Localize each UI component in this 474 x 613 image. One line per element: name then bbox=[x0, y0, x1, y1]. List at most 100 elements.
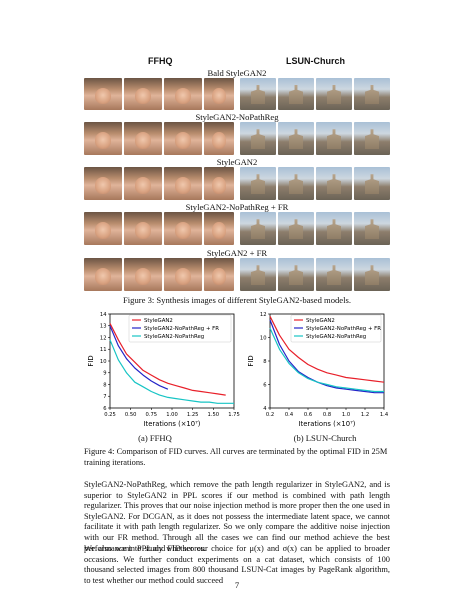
y-tick-label: 12 bbox=[100, 335, 107, 341]
legend-label: StyleGAN2-NoPathReg + FR bbox=[144, 326, 219, 332]
x-tick-label: 1.00 bbox=[166, 412, 178, 418]
face-image bbox=[204, 258, 234, 291]
y-tick-label: 9 bbox=[103, 371, 106, 377]
row-label-stylegan2-nopathreg: StyleGAN2-NoPathReg bbox=[195, 112, 279, 122]
x-tick-label: 0.25 bbox=[104, 412, 116, 418]
x-tick-label: 0.75 bbox=[146, 412, 158, 418]
y-axis-label: FID bbox=[247, 355, 255, 366]
church-image bbox=[278, 212, 314, 245]
face-image bbox=[84, 122, 122, 155]
church-image bbox=[240, 258, 276, 291]
face-image bbox=[84, 212, 122, 245]
face-image bbox=[204, 78, 234, 110]
series-line bbox=[269, 327, 384, 393]
row-label-bald-stylegan2: Bald StyleGAN2 bbox=[207, 68, 267, 78]
church-image bbox=[240, 212, 276, 245]
y-tick-label: 4 bbox=[263, 406, 267, 412]
y-tick-label: 13 bbox=[100, 324, 107, 330]
fid-chart-lsun-church: 0.2 0.4 0.6 0.8 1.0 1.2 1.4 4 6 8 10 12 Iterations (… bbox=[247, 312, 389, 428]
figure4-caption: Figure 4: Comparison of FID curves. All … bbox=[84, 447, 388, 467]
face-image bbox=[164, 78, 202, 110]
y-tick-label: 6 bbox=[103, 406, 106, 412]
y-tick-label: 8 bbox=[103, 382, 106, 388]
legend-label: StyleGAN2-NoPathReg bbox=[144, 334, 204, 340]
face-image bbox=[164, 212, 202, 245]
row-label-stylegan2-fr: StyleGAN2 + FR bbox=[206, 248, 268, 258]
legend-label: StyleGAN2-NoPathReg + FR bbox=[306, 326, 381, 332]
y-tick-label: 7 bbox=[103, 394, 106, 400]
x-tick-label: 1.2 bbox=[361, 412, 369, 418]
y-axis-label: FID bbox=[87, 355, 95, 366]
x-tick-label: 1.75 bbox=[228, 412, 240, 418]
face-image bbox=[164, 167, 202, 200]
church-image bbox=[354, 122, 390, 155]
church-image bbox=[316, 212, 352, 245]
face-image bbox=[204, 122, 234, 155]
church-image bbox=[240, 167, 276, 200]
church-image bbox=[316, 167, 352, 200]
y-tick-label: 10 bbox=[100, 359, 107, 365]
x-tick-label: 0.50 bbox=[125, 412, 137, 418]
face-image bbox=[124, 78, 162, 110]
series-line bbox=[109, 339, 234, 404]
figure3-caption: Figure 3: Synthesis images of different … bbox=[122, 295, 352, 305]
face-image bbox=[164, 122, 202, 155]
legend-box bbox=[290, 314, 382, 343]
legend-box bbox=[128, 314, 232, 343]
fid-chart-ffhq: 0.25 0.50 0.75 1.00 1.25 1.50 1.75 6 7 8 9 10 11 12 13… bbox=[87, 312, 240, 428]
y-tick-label: 10 bbox=[260, 335, 267, 341]
face-image bbox=[84, 78, 122, 110]
series-line bbox=[269, 316, 385, 383]
church-image bbox=[278, 258, 314, 291]
face-image bbox=[164, 258, 202, 291]
church-image bbox=[316, 258, 352, 291]
x-tick-label: 1.4 bbox=[380, 412, 389, 418]
column-header-ffhq: FFHQ bbox=[148, 56, 173, 66]
chart-caption-lsun: (b) LSUN-Church bbox=[293, 433, 357, 443]
face-image bbox=[204, 167, 234, 200]
church-image bbox=[354, 258, 390, 291]
x-axis-label: Iterations (×10⁷) bbox=[299, 420, 356, 428]
x-tick-label: 1.25 bbox=[187, 412, 199, 418]
x-tick-label: 0.8 bbox=[323, 412, 331, 418]
x-axis-label: Iterations (×10⁷) bbox=[144, 420, 201, 428]
y-tick-label: 14 bbox=[100, 312, 107, 318]
paragraph: We also want to study whether our choice… bbox=[84, 544, 390, 585]
series-line bbox=[109, 323, 226, 396]
face-image bbox=[124, 212, 162, 245]
x-tick-label: 1.50 bbox=[208, 412, 220, 418]
x-tick-label: 1.0 bbox=[342, 412, 350, 418]
legend-label: StyleGAN2-NoPathReg bbox=[306, 334, 366, 340]
row-label-stylegan2-nopathreg-fr: StyleGAN2-NoPathReg + FR bbox=[185, 202, 289, 212]
x-tick-label: 0.2 bbox=[266, 412, 274, 418]
y-tick-label: 6 bbox=[263, 382, 266, 388]
face-image bbox=[84, 258, 122, 291]
church-image bbox=[278, 78, 314, 110]
y-tick-label: 12 bbox=[260, 312, 267, 318]
row-label-stylegan2: StyleGAN2 bbox=[216, 157, 258, 167]
page-number: 7 bbox=[234, 580, 240, 590]
church-image bbox=[316, 78, 352, 110]
face-image bbox=[204, 212, 234, 245]
chart-caption-ffhq: (a) FFHQ bbox=[138, 433, 172, 443]
church-image bbox=[354, 78, 390, 110]
church-image bbox=[354, 167, 390, 200]
church-image bbox=[316, 122, 352, 155]
y-tick-label: 11 bbox=[100, 347, 107, 353]
church-image bbox=[278, 167, 314, 200]
series-line bbox=[109, 325, 169, 390]
face-image bbox=[124, 258, 162, 291]
paragraph: StyleGAN2-NoPathReg, which remove the pa… bbox=[84, 480, 390, 553]
x-tick-label: 0.4 bbox=[285, 412, 294, 418]
church-image bbox=[240, 78, 276, 110]
legend-label: StyleGAN2 bbox=[306, 318, 335, 324]
church-image bbox=[278, 122, 314, 155]
y-tick-label: 8 bbox=[263, 359, 266, 365]
church-image bbox=[240, 122, 276, 155]
series-line bbox=[269, 319, 384, 394]
face-image bbox=[124, 167, 162, 200]
x-tick-label: 0.6 bbox=[304, 412, 312, 418]
face-image bbox=[124, 122, 162, 155]
church-image bbox=[354, 212, 390, 245]
face-image bbox=[84, 167, 122, 200]
